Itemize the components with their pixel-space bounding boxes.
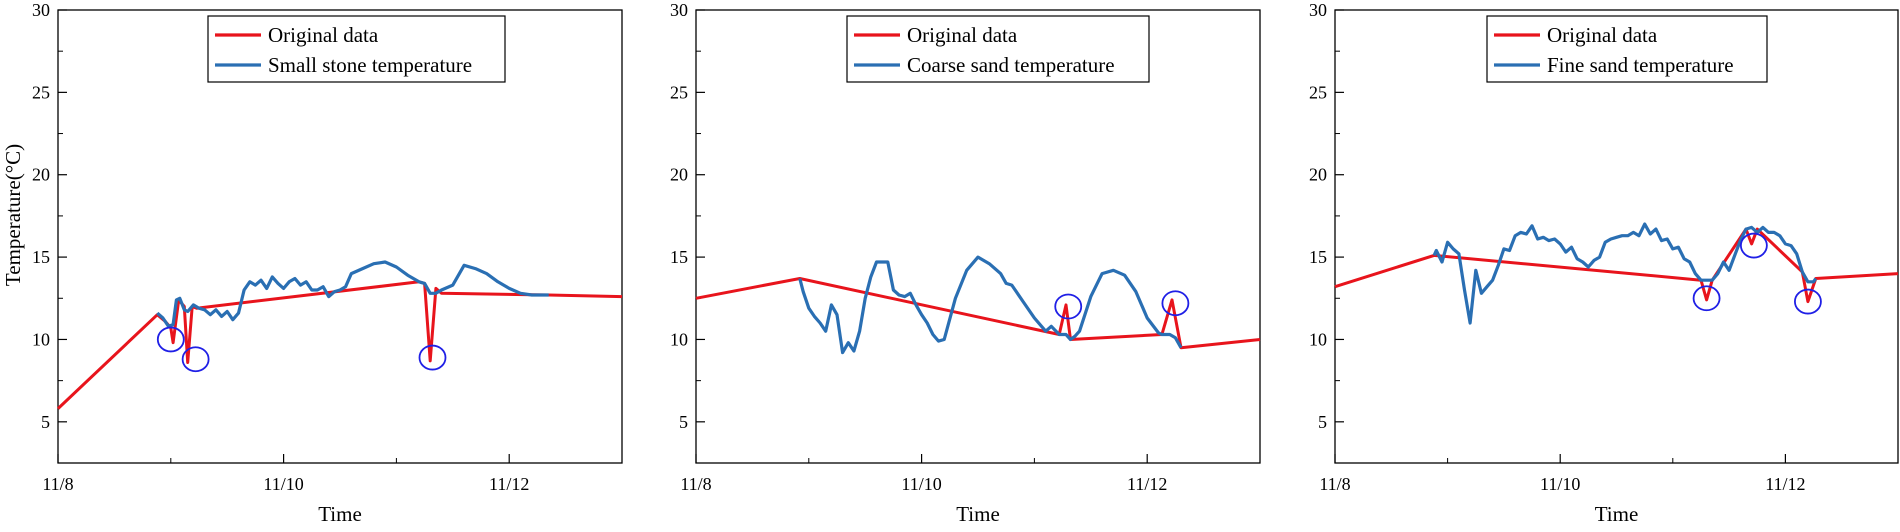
y-tick-label: 10 [670,329,688,349]
x-tick-label: 11/10 [1540,474,1580,494]
legend-label: Original data [907,23,1018,47]
legend-label: Original data [1547,23,1658,47]
x-tick-label: 11/8 [42,474,73,494]
x-tick-label: 11/10 [263,474,303,494]
y-tick-label: 5 [679,412,688,432]
x-axis-title: Time [956,502,1000,526]
y-tick-label: 20 [32,165,50,185]
y-tick-label: 30 [32,0,50,20]
temperature-line [798,255,1183,355]
chart-panel-3: 5 10 15 20 25 30 11/8 11/10 11/12 Time Original da… [1309,0,1899,526]
x-tick-label: 11/10 [901,474,941,494]
legend-label: Fine sand temperature [1547,53,1734,77]
x-tick-label: 11/12 [489,474,529,494]
original-data-line [56,280,623,410]
y-tick-label: 25 [32,82,50,102]
x-tick-label: 11/8 [1319,474,1350,494]
legend-label: Small stone temperature [268,53,472,77]
y-axis-title: Temperature(°C) [1,144,25,286]
anomaly-circle-marker [418,344,447,371]
y-tick-label: 20 [670,165,688,185]
legend: Original data Coarse sand temperature [846,15,1150,83]
legend-label: Coarse sand temperature [907,53,1115,77]
plot-frame [57,9,623,464]
plot-frame [1334,9,1899,464]
y-tick-label: 10 [1309,329,1327,349]
y-tick-label: 15 [1309,247,1327,267]
x-tick-label: 11/12 [1765,474,1805,494]
legend: Original data Small stone temperature [207,15,506,83]
anomaly-circle-marker [1794,288,1822,315]
y-tick-label: 25 [670,82,688,102]
anomaly-circle-marker [1161,290,1190,317]
temperature-line [1432,222,1818,325]
chart-panel-1: 5 10 15 20 25 30 11/8 11/10 11/12 Time Original da… [32,0,623,526]
x-tick-label: 11/12 [1127,474,1167,494]
y-tick-label: 15 [670,247,688,267]
legend-box [207,15,506,83]
anomaly-circle-marker [1054,293,1083,320]
temperature-line [156,260,549,328]
anomaly-circle-marker [1692,285,1721,312]
y-tick-label: 5 [1318,412,1327,432]
y-tick-label: 10 [32,329,50,349]
x-axis-title: Time [318,502,362,526]
y-tick-label: 30 [670,0,688,20]
plot-frame [695,9,1261,464]
anomaly-circle-marker [1739,232,1768,259]
x-tick-label: 11/8 [680,474,711,494]
anomaly-circle-marker [181,346,210,373]
original-data-line [1334,227,1899,304]
y-tick-label: 25 [1309,82,1327,102]
legend-label: Original data [268,23,379,47]
y-tick-label: 30 [1309,0,1327,20]
y-tick-label: 15 [32,247,50,267]
legend: Original data Fine sand temperature [1486,15,1768,83]
x-axis-title: Time [1595,502,1639,526]
y-tick-label: 20 [1309,165,1327,185]
chart-panel-2: 5 10 15 20 25 30 11/8 11/10 11/12 Time Original da… [670,0,1261,526]
legend-box [846,15,1150,83]
anomaly-circle-marker [156,326,185,353]
legend-box [1486,15,1768,83]
y-tick-label: 5 [41,412,50,432]
